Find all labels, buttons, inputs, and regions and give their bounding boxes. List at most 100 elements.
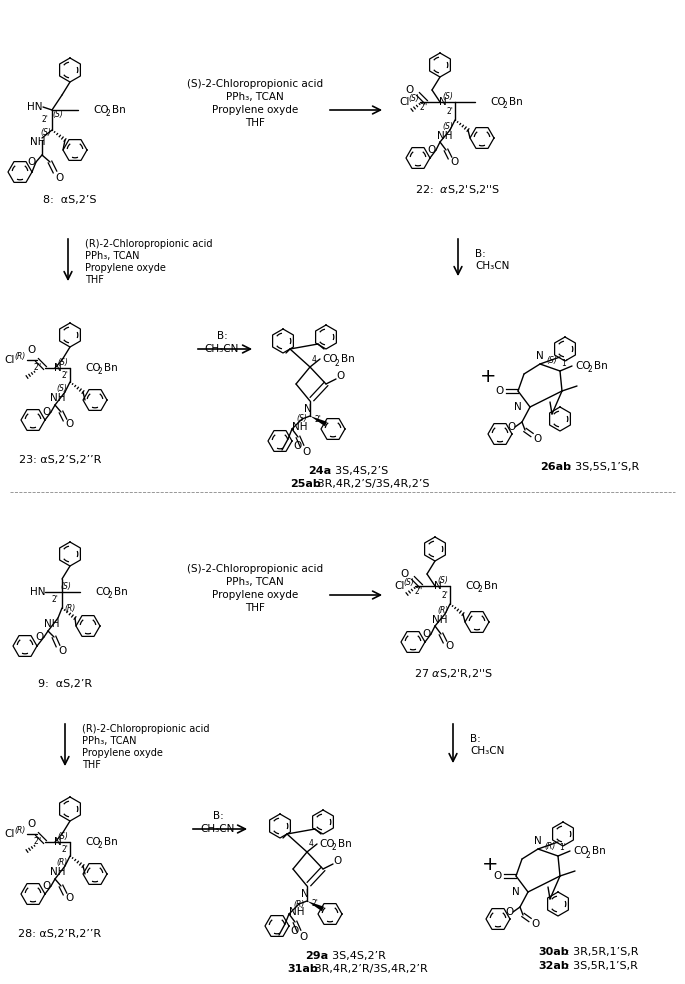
Text: CH₃CN: CH₃CN: [470, 746, 504, 756]
Text: NH: NH: [45, 619, 60, 629]
Text: 4: 4: [312, 354, 317, 363]
Text: (S): (S): [408, 94, 419, 103]
Text: CO: CO: [575, 361, 590, 371]
Text: : 3S,5R,1’S,R: : 3S,5R,1’S,R: [566, 961, 638, 971]
Text: Cl: Cl: [395, 581, 406, 591]
Text: Cl: Cl: [400, 97, 410, 107]
Text: 4: 4: [309, 839, 314, 848]
Text: O: O: [337, 371, 345, 381]
Text: :3R,4R,2’R/3S,4R,2’R: :3R,4R,2’R/3S,4R,2’R: [312, 964, 429, 974]
Text: N: N: [434, 581, 442, 591]
Text: 1': 1': [562, 358, 569, 367]
Text: Cl: Cl: [5, 355, 15, 365]
Text: (S)-2-Chloropropionic acid: (S)-2-Chloropropionic acid: [187, 564, 323, 574]
Text: THF: THF: [245, 118, 265, 128]
Text: :3R,4R,2’S/3S,4R,2’S: :3R,4R,2’S/3S,4R,2’S: [315, 479, 430, 489]
Text: 2': 2': [51, 595, 58, 604]
Text: 2: 2: [106, 109, 111, 118]
Text: B:: B:: [475, 249, 486, 259]
Text: 2': 2': [447, 106, 453, 115]
Text: (R): (R): [438, 605, 449, 614]
Text: : 3S,4S,2’R: : 3S,4S,2’R: [325, 951, 386, 961]
Text: CO: CO: [319, 839, 335, 849]
Text: O: O: [59, 646, 67, 656]
Text: O: O: [28, 157, 36, 167]
Text: 2: 2: [98, 367, 103, 377]
Text: (S): (S): [58, 358, 68, 367]
Text: O: O: [494, 871, 502, 881]
Text: PPh₃, TCAN: PPh₃, TCAN: [226, 577, 284, 587]
Text: O: O: [451, 157, 459, 167]
Text: 8:  αS,2’S: 8: αS,2’S: [43, 195, 97, 205]
Text: CH₃CN: CH₃CN: [475, 261, 510, 271]
Text: CO: CO: [85, 363, 101, 373]
Text: 2': 2': [62, 844, 68, 853]
Text: 24a: 24a: [308, 466, 331, 476]
Text: (R): (R): [56, 857, 68, 867]
Text: +: +: [482, 854, 498, 874]
Text: CO: CO: [85, 837, 101, 847]
Text: NH: NH: [432, 615, 448, 625]
Text: B:: B:: [216, 331, 227, 341]
Text: HN: HN: [27, 102, 42, 112]
Text: 2": 2": [415, 587, 423, 596]
Text: 2: 2: [108, 591, 113, 600]
Text: O: O: [532, 919, 540, 929]
Text: Bn: Bn: [484, 581, 498, 591]
Text: 30ab: 30ab: [538, 947, 569, 957]
Text: (S): (S): [53, 110, 64, 119]
Text: O: O: [66, 893, 74, 903]
Text: CO: CO: [490, 97, 506, 107]
Text: 2: 2: [586, 850, 590, 859]
Text: (S): (S): [443, 92, 453, 101]
Text: N: N: [514, 402, 522, 412]
Text: (S): (S): [58, 832, 68, 841]
Text: Bn: Bn: [594, 361, 608, 371]
Text: O: O: [401, 569, 409, 579]
Text: (S): (S): [403, 579, 414, 587]
Text: NH: NH: [50, 393, 66, 403]
Text: Propylene oxyde: Propylene oxyde: [212, 590, 298, 600]
Text: 23: αS,2’S,2’’R: 23: αS,2’S,2’’R: [18, 455, 101, 465]
Text: (R): (R): [64, 603, 75, 612]
Text: CO: CO: [322, 354, 338, 364]
Text: 27 $\alpha$S,2'R,2''S: 27 $\alpha$S,2'R,2''S: [414, 667, 493, 681]
Text: NH: NH: [50, 867, 66, 877]
Text: O: O: [428, 145, 436, 155]
Text: : 3R,5R,1’S,R: : 3R,5R,1’S,R: [566, 947, 638, 957]
Text: Cl: Cl: [5, 829, 15, 839]
Text: Bn: Bn: [112, 105, 126, 115]
Text: O: O: [423, 629, 431, 639]
Text: (S): (S): [443, 121, 453, 131]
Text: Bn: Bn: [338, 839, 352, 849]
Text: N: N: [301, 889, 309, 899]
Text: PPh₃, TCAN: PPh₃, TCAN: [226, 92, 284, 102]
Text: 2': 2': [312, 899, 319, 908]
Text: 2: 2: [98, 841, 103, 850]
Text: 1': 1': [560, 843, 566, 852]
Text: NH: NH: [292, 422, 308, 432]
Text: (S): (S): [57, 384, 67, 393]
Text: 2': 2': [62, 371, 68, 380]
Text: B:: B:: [470, 734, 481, 744]
Text: CH₃CN: CH₃CN: [201, 824, 235, 834]
Text: 9:  αS,2’R: 9: αS,2’R: [38, 679, 92, 689]
Text: N: N: [54, 837, 62, 847]
Text: CO: CO: [93, 105, 109, 115]
Text: O: O: [303, 447, 311, 457]
Text: 2": 2": [34, 363, 42, 373]
Text: Propylene oxyde: Propylene oxyde: [85, 263, 166, 273]
Text: (S): (S): [297, 414, 308, 423]
Text: N: N: [439, 97, 447, 107]
Polygon shape: [310, 416, 327, 426]
Text: : 3S,5S,1’S,R: : 3S,5S,1’S,R: [568, 462, 639, 472]
Text: O: O: [506, 907, 514, 917]
Text: 2': 2': [314, 414, 321, 423]
Text: 26ab: 26ab: [540, 462, 571, 472]
Text: O: O: [508, 422, 516, 432]
Text: O: O: [294, 441, 302, 451]
Text: (R): (R): [293, 899, 305, 908]
Text: O: O: [496, 386, 504, 396]
Text: 29a: 29a: [305, 951, 328, 961]
Text: N: N: [54, 363, 62, 373]
